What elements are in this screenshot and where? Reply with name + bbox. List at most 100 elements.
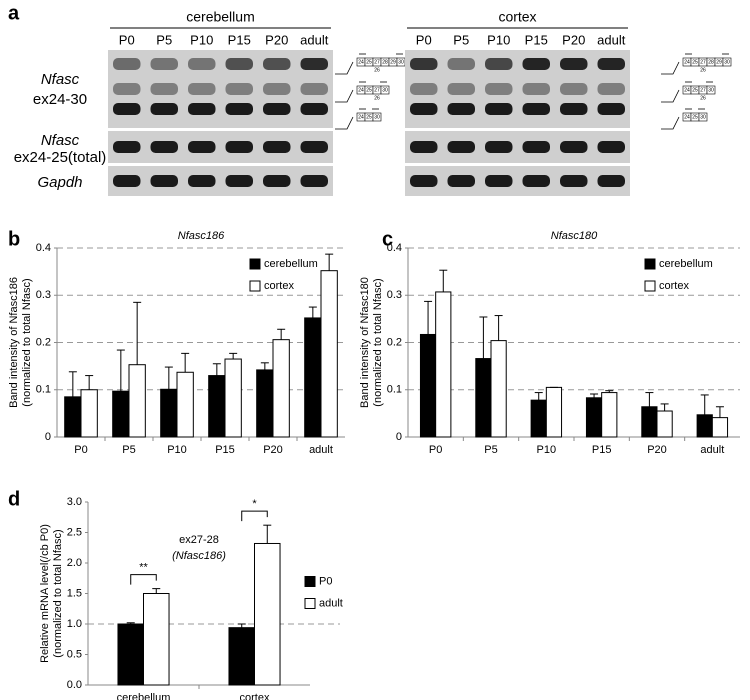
panel-label: a <box>8 2 20 24</box>
x-tick-label: cortex <box>240 692 270 700</box>
legend-swatch <box>644 280 656 292</box>
gel-band <box>485 175 513 187</box>
y-axis-label: Band intensity of Nfasc186 <box>8 277 20 408</box>
y-tick-label: 0.1 <box>387 384 402 396</box>
exon-label: 25 <box>692 59 698 65</box>
gel-band <box>560 103 588 115</box>
legend-label: cortex <box>659 280 689 292</box>
y-axis-label: Relative mRNA level(/cb P0) <box>39 524 51 663</box>
chart-title: Nfasc186 <box>178 230 225 242</box>
panel-label: c <box>382 228 393 250</box>
lane-label: P5 <box>453 32 469 47</box>
exon-label: 25 <box>366 59 372 65</box>
lane-label: P0 <box>416 32 432 47</box>
significance-label: ** <box>139 562 148 574</box>
y-axis-label: (normalized to total Nfasc) <box>372 278 384 406</box>
panel-label: b <box>8 228 20 250</box>
bar <box>254 542 281 686</box>
y-tick-label: 1.5 <box>67 587 82 599</box>
x-tick-label: P20 <box>647 444 667 456</box>
exon-box <box>706 85 716 95</box>
exon-label: 25 <box>692 87 698 93</box>
gel-band <box>188 58 216 70</box>
gel-band <box>300 175 328 187</box>
annotation: ex27-28 <box>179 534 219 546</box>
exon-label: 30 <box>382 87 388 93</box>
y-tick-label: 0.5 <box>67 648 82 660</box>
exon-label: 26 <box>374 67 380 73</box>
bar <box>143 593 170 686</box>
bar <box>160 388 178 438</box>
exon-label: 28 <box>382 59 388 65</box>
exon-label: 24 <box>358 59 364 65</box>
lane-label: P0 <box>119 32 135 47</box>
x-tick-label: P5 <box>122 444 135 456</box>
lane-label: P15 <box>525 32 548 47</box>
bar <box>64 396 82 438</box>
connector <box>661 116 680 130</box>
connector <box>335 89 354 103</box>
group-label: cortex <box>498 9 536 25</box>
gel-band <box>522 83 550 95</box>
row-label: Gapdh <box>37 174 82 191</box>
gel-band <box>522 175 550 187</box>
gel-band <box>560 141 588 153</box>
gel-band <box>225 58 253 70</box>
exon-label: 28 <box>708 59 714 65</box>
gel-band <box>410 141 438 153</box>
lane-label: P15 <box>228 32 251 47</box>
bar <box>176 371 194 438</box>
gel-band <box>188 83 216 95</box>
exon-label: 30 <box>700 114 706 120</box>
y-tick-label: 2.5 <box>67 526 82 538</box>
exon-label: 27 <box>700 59 706 65</box>
exon-label: 24 <box>684 114 690 120</box>
annotation: (Nfasc186) <box>172 550 226 562</box>
x-tick-label: P5 <box>484 444 497 456</box>
lane-label: P5 <box>156 32 172 47</box>
connector <box>661 61 680 75</box>
y-tick-label: 0.2 <box>36 336 51 348</box>
bar <box>530 399 547 438</box>
gel-band <box>150 83 178 95</box>
exon-label: 27 <box>374 87 380 93</box>
x-tick-label: P0 <box>74 444 87 456</box>
exon-label: 30 <box>724 59 730 65</box>
gel-band <box>150 58 178 70</box>
gel-band <box>113 175 141 187</box>
y-tick-label: 0.0 <box>67 679 82 691</box>
gel-band <box>150 175 178 187</box>
gel-band <box>560 83 588 95</box>
gel-band <box>150 103 178 115</box>
exon-label: 30 <box>398 59 404 65</box>
exon-label: 24 <box>684 87 690 93</box>
gel-band <box>410 83 438 95</box>
exon-label: 24 <box>684 59 690 65</box>
exon-label: 24 <box>358 114 364 120</box>
exon-label: 29 <box>716 59 722 65</box>
chart-title: Nfasc180 <box>551 230 598 242</box>
significance-bracket <box>241 510 268 522</box>
y-tick-label: 2.0 <box>67 557 82 569</box>
legend-label: P0 <box>319 575 332 587</box>
gel-band <box>485 103 513 115</box>
row-label: ex24-25(total) <box>14 149 107 166</box>
y-axis-label: (normalized to total Nfasc) <box>52 529 64 657</box>
y-tick-label: 0 <box>45 431 51 443</box>
bar <box>656 410 673 438</box>
x-tick-label: P20 <box>263 444 283 456</box>
bar <box>545 386 563 438</box>
lane-label: P10 <box>190 32 213 47</box>
gel-band <box>300 58 328 70</box>
significance-bracket <box>130 574 157 585</box>
gel-band <box>410 175 438 187</box>
bar <box>224 358 242 438</box>
exon-box <box>722 57 732 67</box>
exon-box <box>380 85 390 95</box>
exon-label: 25 <box>366 114 372 120</box>
x-tick-label: P0 <box>429 444 442 456</box>
exon-label: 26 <box>374 95 380 101</box>
bar <box>419 333 437 438</box>
connector <box>335 61 354 75</box>
bar <box>490 340 507 438</box>
